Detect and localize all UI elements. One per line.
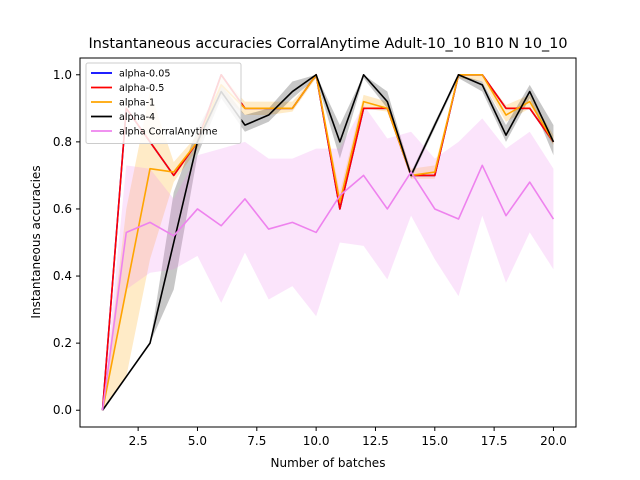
x-tick-label: 5.0 <box>188 434 207 448</box>
series-line-3 <box>101 73 555 411</box>
legend-label: alpha CorralAnytime <box>119 127 218 138</box>
legend-box <box>85 62 242 144</box>
legend-label: alpha-1 <box>119 98 155 109</box>
x-tick-label: 10.0 <box>303 434 330 448</box>
y-tick-label: 0.8 <box>53 135 72 149</box>
x-tick-label: 17.5 <box>481 434 508 448</box>
series-line-2 <box>101 73 555 411</box>
legend-label: alpha-0.5 <box>119 83 164 94</box>
confidence-band-4 <box>102 104 554 411</box>
chart-title: Instantaneous accuracies CorralAnytime A… <box>88 36 567 52</box>
x-tick-label: 12.5 <box>362 434 389 448</box>
x-axis-label: Number of batches <box>271 456 386 470</box>
series-line-4 <box>101 164 555 411</box>
legend-label: alpha-4 <box>119 112 155 123</box>
x-tick-label: 7.5 <box>247 434 266 448</box>
x-tick-label: 15.0 <box>421 434 448 448</box>
legend-label: alpha-0.05 <box>119 69 170 80</box>
y-tick-label: 0.2 <box>53 336 72 350</box>
x-tick-label: 20.0 <box>540 434 567 448</box>
y-tick-label: 0.6 <box>53 202 72 216</box>
y-tick-label: 0.4 <box>53 269 72 283</box>
plot-frame <box>79 57 577 428</box>
y-axis-label: Instantaneous accuracies <box>29 165 43 318</box>
y-tick-label: 0.0 <box>53 403 72 417</box>
y-tick-label: 1.0 <box>53 68 72 82</box>
x-tick-label: 2.5 <box>129 434 148 448</box>
